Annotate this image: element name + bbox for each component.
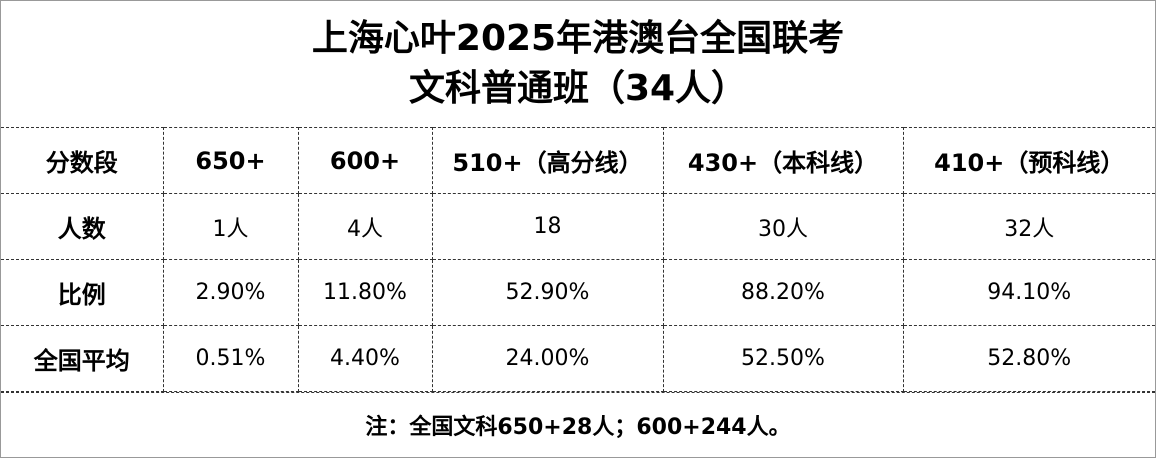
table-row: 比例 2.90% 11.80% 52.90% 88.20% 94.10%: [1, 259, 1155, 326]
table-cell: 30人: [662, 193, 904, 260]
note: 注：全国文科650+28人；600+244人。: [1, 392, 1155, 457]
header-cell: 分数段: [1, 127, 164, 194]
table-cell: 2.90%: [162, 259, 299, 326]
table-cell: 11.80%: [297, 259, 433, 326]
table-cell: 52.50%: [662, 325, 904, 392]
header-cell: 510+（高分线）: [431, 127, 664, 194]
table-cell: 0.51%: [162, 325, 299, 392]
score-table: 分数段 650+ 600+ 510+（高分线） 430+（本科线） 410+（预科线） 人数…: [1, 127, 1155, 392]
table-row: 全国平均 0.51% 4.40% 24.00% 52.50% 52.80%: [1, 325, 1155, 392]
header-cell: 650+: [162, 127, 299, 194]
table-cell: 4.40%: [297, 325, 433, 392]
row-label: 人数: [1, 193, 164, 260]
table-cell: 52.80%: [902, 325, 1155, 392]
title-line: 上海心叶2025年港澳台全国联考: [311, 18, 845, 59]
header-cell: 430+（本科线）: [662, 127, 904, 194]
header-cell: 410+（预科线）: [902, 127, 1155, 194]
table-cell: 24.00%: [431, 325, 664, 392]
row-label: 比例: [1, 259, 164, 326]
table-cell: 52.90%: [431, 259, 664, 326]
row-label: 全国平均: [1, 325, 164, 392]
header-row: 分数段 650+ 600+ 510+（高分线） 430+（本科线） 410+（预科线）: [1, 127, 1155, 194]
table-cell: 1人: [162, 193, 299, 260]
title-line: 文科普通班（34人）: [408, 68, 748, 109]
table-row: 人数 1人 4人 18 30人 32人: [1, 193, 1155, 260]
table-cell: 88.20%: [662, 259, 904, 326]
table-cell: 18: [431, 193, 664, 260]
header-cell: 600+: [297, 127, 433, 194]
table-cell: 4人: [297, 193, 433, 260]
table-cell: 32人: [902, 193, 1155, 260]
table-cell: 94.10%: [902, 259, 1155, 326]
title: 上海心叶2025年港澳台全国联考 文科普通班（34人）: [1, 1, 1155, 127]
